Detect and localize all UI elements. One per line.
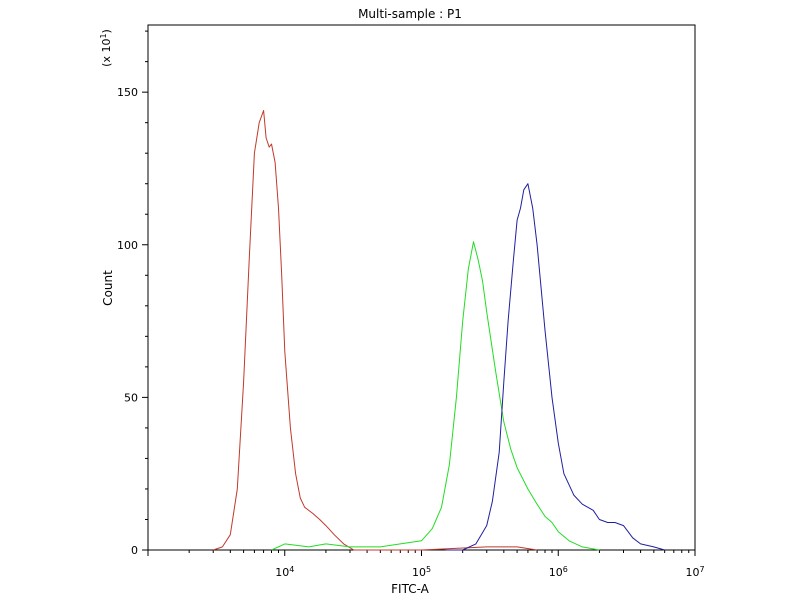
x-axis-label: FITC-A bbox=[391, 582, 430, 596]
y-tick-label: 150 bbox=[117, 86, 138, 99]
series-line-1 bbox=[213, 110, 538, 551]
multiplier-prefix: (x 10 bbox=[100, 39, 113, 67]
x-tick-exponent: 4 bbox=[289, 565, 294, 574]
x-tick-base: 10 bbox=[549, 566, 563, 579]
x-tick-label: 104 bbox=[275, 565, 294, 580]
series-line-2 bbox=[271, 241, 600, 551]
x-tick-base: 10 bbox=[685, 566, 699, 579]
x-tick-base: 10 bbox=[412, 566, 426, 579]
multiplier-exponent: 1 bbox=[99, 33, 108, 38]
plot-area-frame bbox=[147, 24, 696, 551]
multiplier-suffix: ) bbox=[100, 29, 113, 33]
y-tick-label: 0 bbox=[131, 544, 138, 557]
y-axis-multiplier: (x 101) bbox=[99, 29, 114, 67]
y-tick-label: 100 bbox=[117, 239, 138, 252]
x-tick-exponent: 5 bbox=[426, 565, 431, 574]
x-tick-label: 105 bbox=[412, 565, 431, 580]
x-tick-label: 107 bbox=[685, 565, 704, 580]
series-layer bbox=[213, 110, 665, 551]
x-tick-exponent: 6 bbox=[563, 565, 568, 574]
series-line-3 bbox=[445, 183, 665, 551]
x-axis-ticks: 104 105 106 107 bbox=[147, 550, 705, 580]
y-axis-ticks: 0 50 100 150 bbox=[117, 30, 148, 557]
y-tick-label: 50 bbox=[124, 391, 138, 404]
y-axis-label: Count bbox=[101, 270, 115, 306]
chart-title: Multi-sample : P1 bbox=[358, 7, 462, 21]
x-tick-label: 106 bbox=[549, 565, 568, 580]
x-tick-base: 10 bbox=[275, 566, 289, 579]
x-tick-exponent: 7 bbox=[699, 565, 704, 574]
